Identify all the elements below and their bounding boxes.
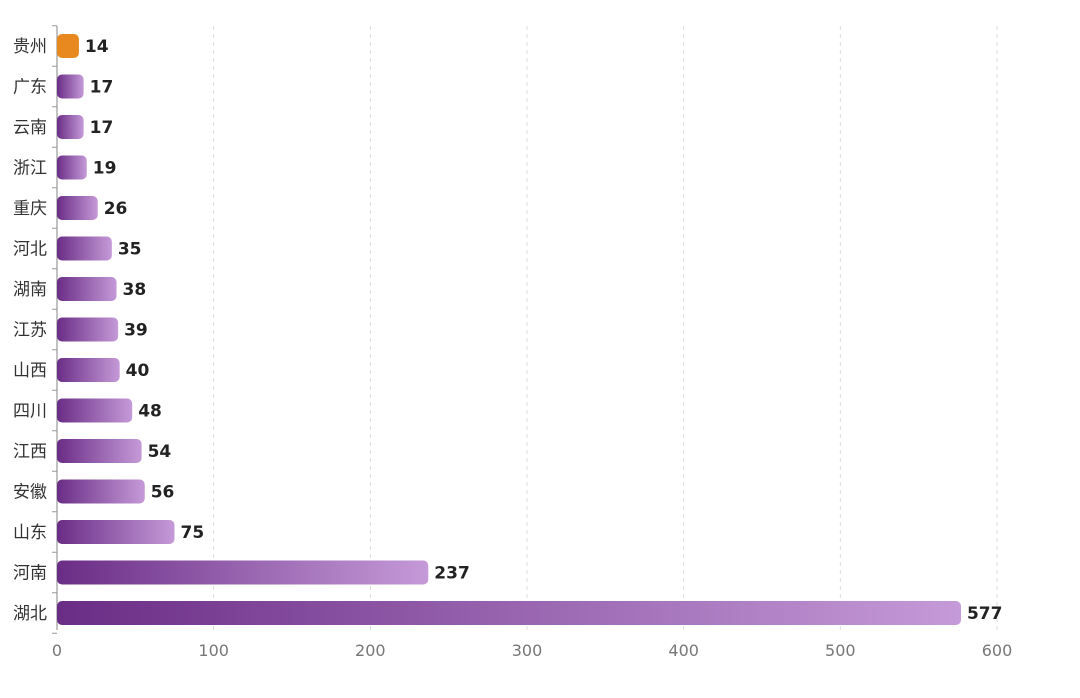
category-label: 云南 <box>13 118 47 138</box>
category-label: 江苏 <box>13 321 47 341</box>
x-tick-label: 100 <box>198 641 229 660</box>
value-label: 19 <box>93 159 117 179</box>
category-label: 浙江 <box>13 159 47 179</box>
x-tick-label: 500 <box>825 641 856 660</box>
bar <box>57 196 98 220</box>
x-tick-label: 600 <box>982 641 1013 660</box>
x-tick-label: 0 <box>52 641 62 660</box>
x-tick-label: 200 <box>355 641 386 660</box>
value-label: 54 <box>148 442 172 462</box>
value-label: 26 <box>104 199 128 219</box>
axes <box>52 25 58 634</box>
bar <box>57 398 133 423</box>
bar <box>57 277 117 301</box>
bar <box>57 155 87 180</box>
bar <box>57 236 112 261</box>
value-label: 17 <box>90 78 114 98</box>
value-label: 40 <box>126 361 150 381</box>
value-label: 237 <box>434 564 470 584</box>
bar <box>57 439 142 463</box>
category-label: 湖南 <box>13 280 47 300</box>
value-label: 577 <box>967 604 1003 624</box>
value-label: 17 <box>90 118 114 138</box>
labels: 0 100 200 300 400 500 600 贵州 14 广东 17 云南 17 浙江 19 重庆 26 河… <box>13 37 1012 660</box>
value-label: 75 <box>181 523 205 543</box>
category-label: 安徽 <box>13 483 47 503</box>
category-label: 贵州 <box>13 37 47 57</box>
category-label: 四川 <box>13 402 47 422</box>
category-label: 河北 <box>13 240 47 260</box>
bar <box>57 115 84 139</box>
value-label: 38 <box>123 280 147 300</box>
category-label: 山东 <box>13 523 47 543</box>
bar <box>57 358 120 382</box>
value-label: 39 <box>124 321 148 341</box>
bars <box>57 34 961 625</box>
x-tick-label: 300 <box>512 641 543 660</box>
bar <box>57 560 429 585</box>
value-label: 48 <box>138 402 162 422</box>
category-label: 江西 <box>13 442 47 462</box>
bar <box>57 74 84 99</box>
grid-lines <box>213 26 998 630</box>
category-label: 重庆 <box>13 199 47 219</box>
category-label: 湖北 <box>13 604 47 624</box>
bar <box>57 479 145 504</box>
x-tick-label: 400 <box>668 641 699 660</box>
bar <box>57 601 961 625</box>
category-label: 山西 <box>13 361 47 381</box>
value-label: 14 <box>85 37 109 57</box>
value-label: 56 <box>151 483 175 503</box>
bar <box>57 317 119 342</box>
category-label: 河南 <box>13 564 47 584</box>
value-label: 35 <box>118 240 142 260</box>
category-label: 广东 <box>13 78 47 98</box>
bar <box>57 34 79 58</box>
bar <box>57 520 175 544</box>
